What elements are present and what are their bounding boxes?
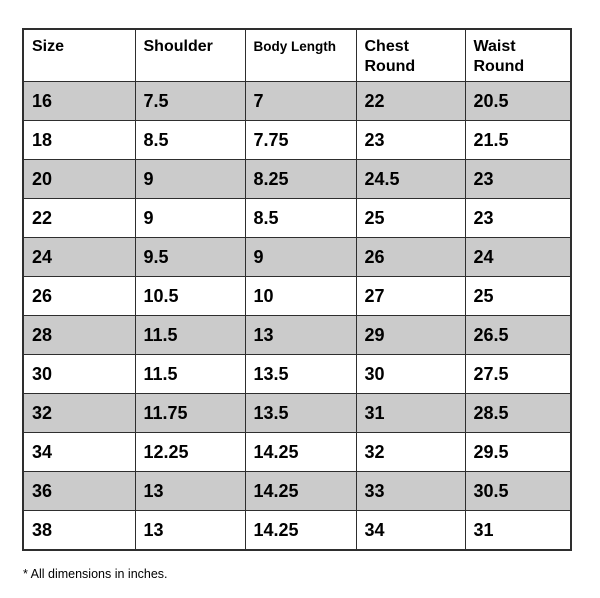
table-cell: 7.5 — [134, 81, 246, 121]
table-cell: 13 — [244, 315, 357, 355]
table-cell: 32 — [355, 432, 466, 472]
table-cell: 11.5 — [134, 354, 246, 394]
table-row-size-30: 30 11.5 13.5 30 27.5 — [22, 354, 572, 394]
table-cell: 8.25 — [244, 159, 357, 199]
table-cell: 14.25 — [244, 471, 357, 511]
table-cell: 24 — [22, 237, 136, 277]
table-cell: 18 — [22, 120, 136, 160]
table-cell: 11.5 — [134, 315, 246, 355]
table-cell: 23 — [355, 120, 466, 160]
table-cell: 30 — [22, 354, 136, 394]
column-header-chest-round: Chest Round — [355, 28, 466, 82]
table-cell: 20.5 — [464, 81, 572, 121]
table-cell: 28 — [22, 315, 136, 355]
table-cell: 22 — [355, 81, 466, 121]
table-cell: 26.5 — [464, 315, 572, 355]
table-cell: 34 — [355, 510, 466, 550]
table-cell: 7 — [244, 81, 357, 121]
column-header-body-length: Body Length — [244, 28, 357, 82]
table-cell: 8.5 — [244, 198, 357, 238]
footnote: * All dimensions in inches. — [23, 567, 168, 581]
table-cell: 16 — [22, 81, 136, 121]
table-cell: 13.5 — [244, 393, 357, 433]
table-cell: 10 — [244, 276, 357, 316]
table-row-size-34: 34 12.25 14.25 32 29.5 — [22, 432, 572, 472]
table-cell: 30.5 — [464, 471, 572, 511]
column-header-waist-round: Waist Round — [464, 28, 572, 82]
table-cell: 38 — [22, 510, 136, 550]
size-chart-table: Size Shoulder Body Length Chest Round Wa… — [22, 28, 572, 551]
table-cell: 24 — [464, 237, 572, 277]
table-row-size-20: 20 9 8.25 24.5 23 — [22, 159, 572, 199]
table-cell: 29.5 — [464, 432, 572, 472]
table-cell: 32 — [22, 393, 136, 433]
table-cell: 30 — [355, 354, 466, 394]
table-row-size-28: 28 11.5 13 29 26.5 — [22, 315, 572, 355]
table-cell: 26 — [355, 237, 466, 277]
table-row-size-32: 32 11.75 13.5 31 28.5 — [22, 393, 572, 433]
table-cell: 11.75 — [134, 393, 246, 433]
table-cell: 9 — [244, 237, 357, 277]
table-cell: 14.25 — [244, 510, 357, 550]
table-cell: 13 — [134, 510, 246, 550]
table-row-size-16: 16 7.5 7 22 20.5 — [22, 81, 572, 121]
table-cell: 31 — [464, 510, 572, 550]
table-cell: 12.25 — [134, 432, 246, 472]
table-cell: 29 — [355, 315, 466, 355]
header-row: Size Shoulder Body Length Chest Round Wa… — [22, 28, 572, 82]
table-cell: 20 — [22, 159, 136, 199]
table-cell: 22 — [22, 198, 136, 238]
table-cell: 25 — [464, 276, 572, 316]
table-cell: 13 — [134, 471, 246, 511]
table-cell: 23 — [464, 159, 572, 199]
table-cell: 36 — [22, 471, 136, 511]
table-cell: 26 — [22, 276, 136, 316]
table-cell: 13.5 — [244, 354, 357, 394]
column-header-size: Size — [22, 28, 136, 82]
table-cell: 24.5 — [355, 159, 466, 199]
table-cell: 27 — [355, 276, 466, 316]
table-cell: 7.75 — [244, 120, 357, 160]
table-cell: 23 — [464, 198, 572, 238]
table-cell: 28.5 — [464, 393, 572, 433]
table-row-size-18: 18 8.5 7.75 23 21.5 — [22, 120, 572, 160]
table-cell: 25 — [355, 198, 466, 238]
column-header-shoulder: Shoulder — [134, 28, 246, 82]
table-cell: 34 — [22, 432, 136, 472]
table-row-size-24: 24 9.5 9 26 24 — [22, 237, 572, 277]
table-cell: 33 — [355, 471, 466, 511]
table-row-size-26: 26 10.5 10 27 25 — [22, 276, 572, 316]
table-cell: 9 — [134, 198, 246, 238]
table-cell: 21.5 — [464, 120, 572, 160]
table-cell: 8.5 — [134, 120, 246, 160]
table-cell: 27.5 — [464, 354, 572, 394]
table-cell: 9 — [134, 159, 246, 199]
table-row-size-36: 36 13 14.25 33 30.5 — [22, 471, 572, 511]
table-cell: 9.5 — [134, 237, 246, 277]
table-cell: 10.5 — [134, 276, 246, 316]
table-row-size-22: 22 9 8.5 25 23 — [22, 198, 572, 238]
table-row-size-38: 38 13 14.25 34 31 — [22, 510, 572, 550]
table-cell: 31 — [355, 393, 466, 433]
table-cell: 14.25 — [244, 432, 357, 472]
